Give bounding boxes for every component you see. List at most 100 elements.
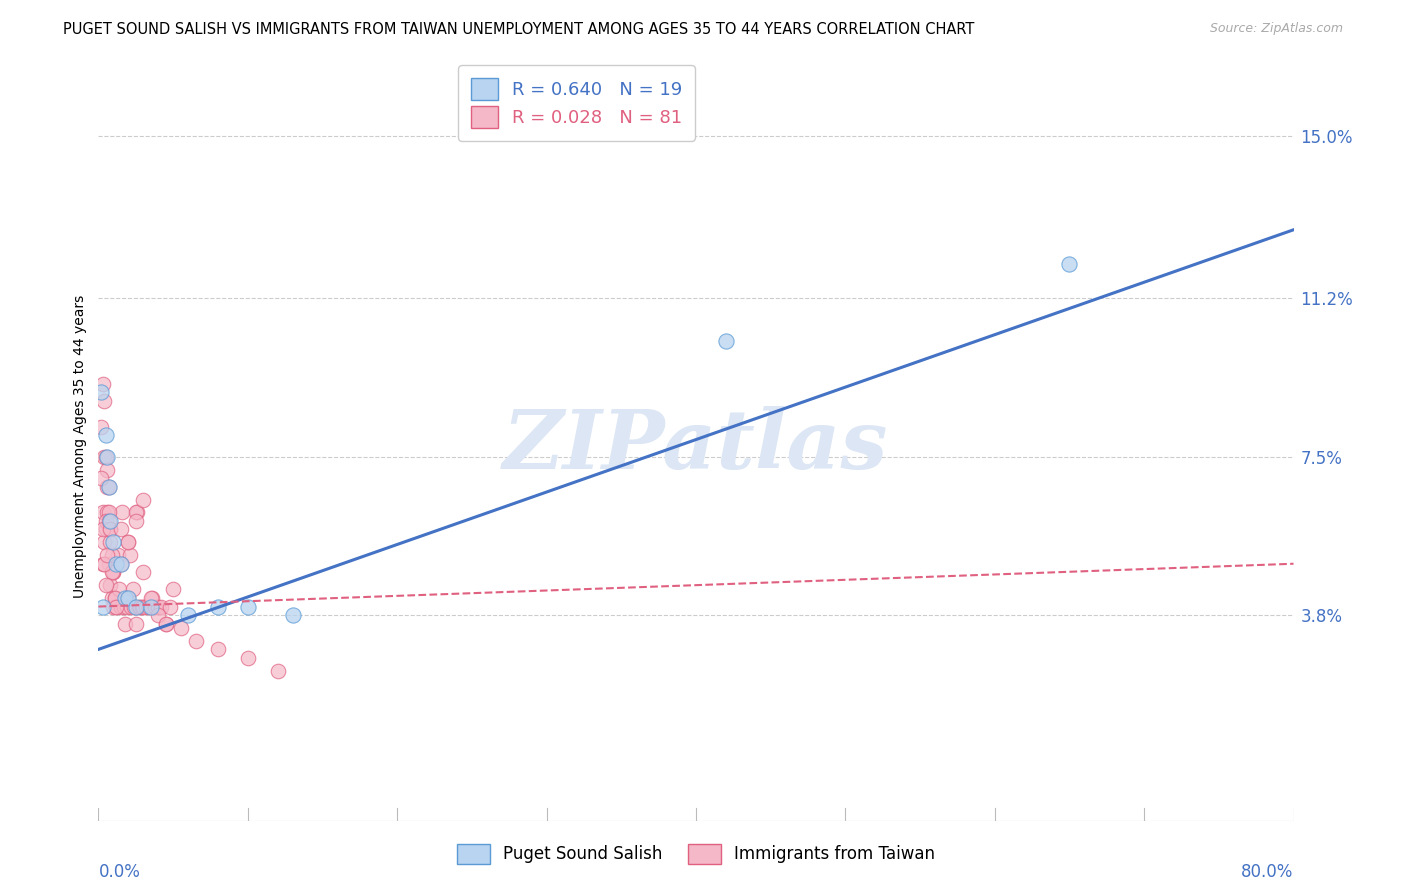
Point [94,514,117,528]
Point [97,480,120,494]
Point [236,599,259,614]
Point [96,548,118,562]
Point [93,557,115,571]
Point [148,608,170,623]
Point [139,591,162,605]
Point [110,557,132,571]
Point [150,599,173,614]
Point [101,591,124,605]
Point [93,394,115,409]
Point [125,599,148,614]
Point [101,566,124,580]
Point [103,599,125,614]
Point [125,505,148,519]
Point [117,591,139,605]
Point [98,514,122,528]
Point [93,535,115,549]
Point [97,480,120,494]
Point [132,599,155,614]
Point [184,633,207,648]
Point [98,523,122,537]
Point [143,599,166,614]
Point [132,566,155,580]
Point [124,599,146,614]
Point [105,599,128,614]
Point [103,566,125,580]
Point [115,599,138,614]
Text: 0.0%: 0.0% [98,863,141,881]
Point [97,505,120,519]
Point [91,376,114,391]
Point [110,557,132,571]
Point [97,557,120,571]
Point [90,471,112,485]
Point [97,514,120,528]
Point [148,599,170,614]
Point [104,591,127,605]
Point [131,599,153,614]
Point [125,616,148,631]
Point [139,599,162,614]
Point [103,535,125,549]
Point [236,651,259,665]
Point [1059,257,1081,271]
Point [117,535,139,549]
Point [155,616,177,631]
Point [94,578,117,592]
Point [128,599,150,614]
Point [91,505,114,519]
Point [141,591,163,605]
Point [90,419,112,434]
Point [96,480,118,494]
Point [98,535,122,549]
Point [108,582,131,597]
Text: 80.0%: 80.0% [1241,863,1294,881]
Point [177,608,200,623]
Point [714,334,737,348]
Point [94,450,117,464]
Point [94,428,117,442]
Point [207,642,229,657]
Point [90,385,112,400]
Point [159,599,181,614]
Point [105,557,128,571]
Point [129,599,152,614]
Point [94,523,117,537]
Point [93,450,115,464]
Point [114,616,136,631]
Point [96,450,118,464]
Point [104,591,127,605]
Point [96,462,118,476]
Point [111,505,134,519]
Point [267,664,290,678]
Point [207,599,229,614]
Point [107,548,129,562]
Point [120,599,142,614]
Point [91,557,114,571]
Point [162,582,184,597]
Point [127,505,149,519]
Point [117,591,139,605]
Point [114,591,136,605]
Y-axis label: Unemployment Among Ages 35 to 44 years: Unemployment Among Ages 35 to 44 years [73,294,87,598]
Point [121,582,143,597]
Point [105,599,128,614]
Point [135,599,157,614]
Point [125,514,148,528]
Legend: Puget Sound Salish, Immigrants from Taiwan: Puget Sound Salish, Immigrants from Taiw… [449,835,943,872]
Text: PUGET SOUND SALISH VS IMMIGRANTS FROM TAIWAN UNEMPLOYMENT AMONG AGES 35 TO 44 YE: PUGET SOUND SALISH VS IMMIGRANTS FROM TA… [63,22,974,37]
Point [91,599,114,614]
Point [155,616,177,631]
Text: Source: ZipAtlas.com: Source: ZipAtlas.com [1209,22,1343,36]
Point [91,523,114,537]
Point [103,566,125,580]
Point [281,608,304,623]
Point [101,548,124,562]
Point [98,523,122,537]
Text: ZIPatlas: ZIPatlas [503,406,889,486]
Point [118,548,141,562]
Point [169,621,191,635]
Point [110,599,132,614]
Point [110,523,132,537]
Point [98,578,122,592]
